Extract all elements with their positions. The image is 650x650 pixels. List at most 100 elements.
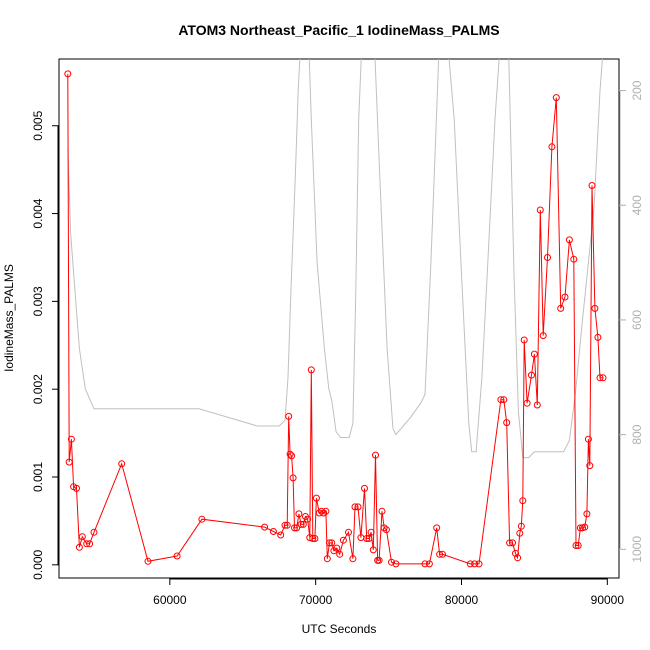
data-point xyxy=(78,533,86,541)
data-point xyxy=(519,497,527,505)
data-point xyxy=(144,557,152,565)
data-point xyxy=(312,494,320,502)
data-point xyxy=(565,236,573,244)
data-point xyxy=(425,560,433,568)
data-point xyxy=(497,396,505,404)
data-point xyxy=(539,332,547,340)
y-right-tick-label: 200 xyxy=(630,80,644,100)
y-right-tick-label: 800 xyxy=(630,424,644,444)
data-point xyxy=(544,254,551,261)
data-point xyxy=(599,374,607,382)
data-point xyxy=(291,524,298,532)
data-point xyxy=(365,535,373,542)
data-point xyxy=(307,366,315,374)
data-point xyxy=(322,507,330,515)
data-point xyxy=(315,509,323,517)
y-right-tick-label: 1000 xyxy=(630,536,644,563)
plot-frame xyxy=(58,58,620,579)
y-axis-right: 200 400 600 800 1000 xyxy=(619,80,644,563)
data-point xyxy=(433,524,441,532)
data-point xyxy=(299,520,307,528)
data-point xyxy=(570,255,578,263)
data-point xyxy=(86,540,94,548)
data-point xyxy=(288,452,296,460)
data-point xyxy=(277,531,285,539)
data-point xyxy=(506,539,514,547)
data-point xyxy=(530,350,538,358)
data-point xyxy=(536,206,544,214)
y-axis: 0.000 0.001 0.002 0.003 0.004 0.005 xyxy=(31,110,59,580)
y-right-tick-label: 400 xyxy=(630,195,644,215)
data-point xyxy=(261,523,269,531)
data-point xyxy=(283,521,291,529)
data-point xyxy=(361,484,368,492)
data-point xyxy=(588,182,596,189)
data-point xyxy=(596,374,604,382)
data-point xyxy=(439,550,446,558)
data-point xyxy=(286,450,294,458)
y-right-tick-label: 600 xyxy=(630,310,644,330)
data-point xyxy=(289,474,297,482)
data-point xyxy=(349,555,357,563)
x-tick-label: 80000 xyxy=(445,593,479,607)
data-point xyxy=(436,550,444,558)
data-point xyxy=(561,293,569,301)
data-point xyxy=(173,552,181,560)
data-point xyxy=(65,458,73,466)
data-point xyxy=(318,507,325,515)
data-point xyxy=(380,524,388,532)
data-point xyxy=(509,539,516,547)
y-tick-label: 0.005 xyxy=(31,110,45,140)
iodine-series xyxy=(64,70,607,568)
chart-title: ATOM3 Northeast_Pacific_1 IodineMass_PAL… xyxy=(178,22,499,38)
data-point xyxy=(471,560,479,568)
data-point xyxy=(320,509,328,517)
data-point xyxy=(516,529,524,537)
data-point xyxy=(514,554,522,562)
data-point xyxy=(339,536,347,544)
data-point xyxy=(363,535,371,542)
data-point xyxy=(306,534,314,542)
data-point xyxy=(367,528,375,536)
y-tick-label: 0.000 xyxy=(31,549,45,579)
data-point xyxy=(354,503,362,511)
data-point xyxy=(591,304,599,312)
data-point xyxy=(64,70,72,78)
data-point xyxy=(83,540,91,548)
y-tick-label: 0.004 xyxy=(31,198,45,228)
data-point xyxy=(533,401,541,409)
data-point xyxy=(90,528,98,536)
x-axis-label: UTC Seconds xyxy=(302,622,377,636)
data-point xyxy=(581,523,589,531)
iodine-line xyxy=(67,73,603,565)
data-point xyxy=(528,371,535,379)
data-point xyxy=(311,535,319,542)
data-point xyxy=(269,528,277,535)
data-point xyxy=(336,550,344,558)
data-point xyxy=(572,542,580,549)
data-point xyxy=(198,515,206,523)
data-point xyxy=(67,435,75,443)
data-point xyxy=(297,520,305,528)
data-point xyxy=(73,484,80,492)
y-tick-label: 0.001 xyxy=(31,462,45,492)
data-point xyxy=(586,462,594,470)
data-point xyxy=(369,546,377,554)
data-point xyxy=(118,460,126,468)
data-point xyxy=(583,510,591,518)
y-tick-label: 0.003 xyxy=(31,286,45,316)
x-axis: 60000 70000 80000 90000 xyxy=(153,578,624,607)
data-point xyxy=(345,528,352,536)
data-point xyxy=(466,560,474,568)
data-point xyxy=(285,412,293,420)
data-point xyxy=(584,435,592,443)
data-point xyxy=(293,524,301,532)
x-tick-label: 60000 xyxy=(153,593,187,607)
data-point xyxy=(382,526,390,534)
data-point xyxy=(304,515,312,523)
data-point xyxy=(421,560,429,568)
x-tick-label: 90000 xyxy=(591,593,625,607)
data-point xyxy=(75,543,83,551)
data-point xyxy=(503,419,511,427)
